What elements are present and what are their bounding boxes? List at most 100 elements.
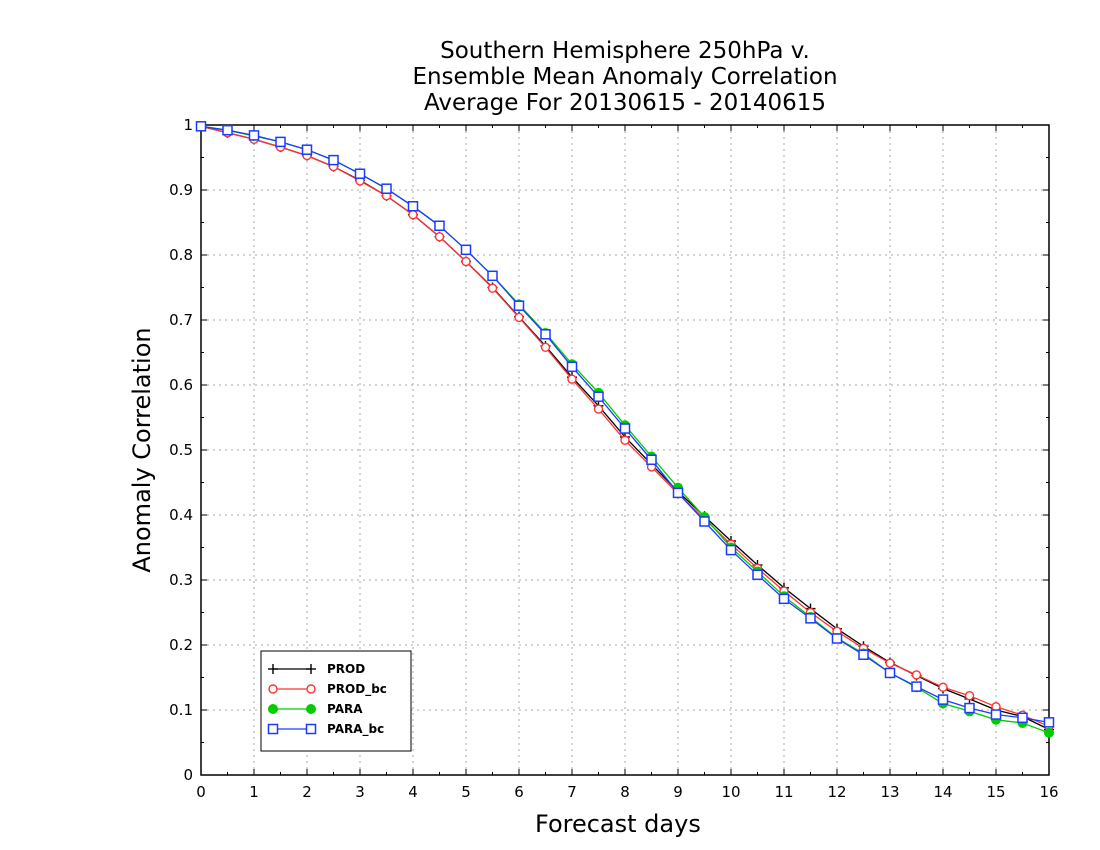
y-tick-label: 0.9 — [169, 181, 193, 199]
data-point-para-bc — [487, 270, 498, 282]
data-point-prod-bc — [487, 283, 498, 293]
x-tick-label: 11 — [774, 783, 793, 801]
x-tick-label: 1 — [249, 783, 259, 801]
marker-shape — [619, 423, 631, 434]
data-point-prod-bc — [938, 682, 948, 692]
marker-shape — [885, 658, 895, 668]
x-tick-label: 9 — [673, 783, 683, 801]
y-tick-label: 0.1 — [169, 701, 193, 719]
marker-shape — [301, 144, 313, 155]
data-point-para-bc — [964, 702, 975, 714]
legend-marker — [305, 723, 317, 735]
data-point-para-bc — [672, 487, 684, 499]
x-tick-label: 0 — [196, 783, 206, 801]
data-point-para-bc — [222, 124, 233, 136]
legend-label: PROD_bc — [327, 682, 387, 697]
marker-shape — [858, 649, 869, 660]
marker-shape — [964, 691, 975, 701]
legend-item-para-bc: PARA_bc — [267, 722, 384, 737]
y-tick-label: 0.7 — [169, 311, 193, 329]
marker-shape — [381, 183, 392, 194]
data-point-para-bc — [566, 361, 578, 373]
chart-title-line-2: Ensemble Mean Anomaly Correlation — [412, 64, 838, 90]
marker-shape — [646, 454, 657, 465]
y-tick-label: 0.6 — [169, 376, 193, 394]
legend: PROD PROD_bc PARA PARA_bc — [260, 650, 412, 752]
marker-shape — [354, 168, 366, 179]
marker-shape — [248, 130, 260, 141]
marker-shape — [407, 201, 419, 212]
data-point-para-bc — [646, 454, 657, 465]
marker-shape — [911, 681, 922, 692]
data-point-prod-bc — [567, 374, 577, 384]
data-point-prod-bc — [434, 232, 445, 242]
marker-shape — [699, 516, 710, 527]
data-point-para-bc — [354, 168, 366, 179]
legend-marker — [306, 684, 316, 694]
legend-label: PROD — [327, 662, 365, 676]
marker-shape — [487, 283, 498, 293]
marker-shape — [328, 154, 339, 166]
marker-shape — [805, 613, 816, 624]
marker-shape — [964, 702, 975, 714]
series-group — [195, 121, 1055, 738]
data-point-prod-bc — [620, 435, 630, 445]
x-tick-label: 5 — [461, 783, 471, 801]
axes: 0 1 2 3 4 5 6 7 8 9 10 11 12 13 14 15 1600.10.20.30.40.5… — [169, 116, 1058, 801]
y-tick-label: 1 — [183, 116, 193, 134]
marker-shape — [268, 704, 278, 714]
data-point-prod-bc — [461, 256, 471, 267]
data-point-para-bc — [990, 709, 1002, 720]
data-point-para-bc — [301, 144, 313, 155]
x-tick-label: 2 — [302, 783, 312, 801]
data-point-para-bc — [619, 423, 631, 434]
data-point-para-bc — [831, 633, 843, 644]
legend-item-para: PARA — [268, 702, 363, 716]
data-point-para-bc — [858, 649, 869, 660]
x-tick-label: 10 — [721, 783, 740, 801]
x-tick-label: 15 — [986, 783, 1005, 801]
chart-title-line-1: Southern Hemisphere 250hPa v. — [440, 38, 810, 64]
y-tick-label: 0.2 — [169, 636, 193, 654]
legend-marker — [306, 704, 316, 714]
legend-item-prod: PROD — [268, 662, 365, 676]
data-point-para-bc — [884, 667, 896, 679]
x-tick-label: 8 — [620, 783, 630, 801]
legend-marker — [268, 664, 278, 674]
y-tick-label: 0.4 — [169, 506, 193, 524]
legend-label: PARA_bc — [327, 722, 384, 737]
x-tick-label: 4 — [408, 783, 418, 801]
legend-marker — [306, 664, 316, 674]
data-point-prod-bc — [885, 658, 895, 668]
data-point-para-bc — [275, 136, 286, 148]
data-point-para-bc — [407, 201, 419, 212]
marker-shape — [593, 391, 604, 402]
data-point-para-bc — [434, 220, 445, 231]
marker-shape — [1017, 712, 1028, 724]
data-point-para-bc — [752, 569, 763, 581]
data-point-para-bc — [725, 544, 737, 556]
data-point-para-bc — [911, 681, 922, 692]
marker-shape — [540, 329, 551, 340]
x-tick-label: 16 — [1039, 783, 1058, 801]
data-point-para-bc — [778, 593, 790, 605]
marker-shape — [566, 361, 578, 373]
marker-shape — [1044, 727, 1054, 738]
data-point-para-bc — [1043, 717, 1055, 728]
series-para-bc — [195, 121, 1055, 728]
x-tick-label: 13 — [880, 783, 899, 801]
data-point-para-bc — [381, 183, 392, 194]
marker-shape — [513, 300, 525, 311]
marker-shape — [990, 709, 1002, 720]
data-point-para-bc — [248, 130, 260, 141]
marker-shape — [408, 209, 418, 220]
legend-marker — [267, 723, 279, 735]
marker-shape — [461, 256, 471, 267]
y-tick-label: 0.5 — [169, 441, 193, 459]
marker-shape — [1043, 717, 1055, 728]
marker-shape — [831, 633, 843, 644]
marker-shape — [306, 684, 316, 694]
marker-shape — [434, 220, 445, 231]
data-point-para-bc — [593, 391, 604, 402]
